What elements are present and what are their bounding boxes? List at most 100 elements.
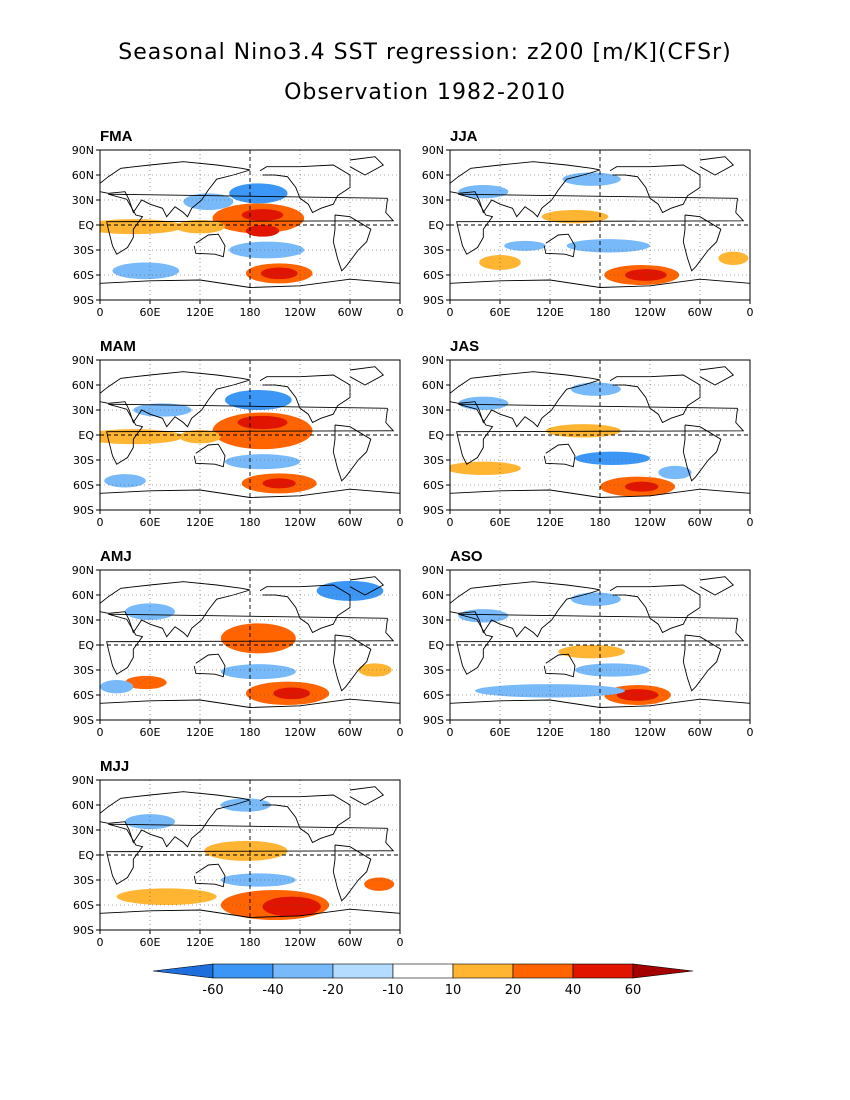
- lon-tick-label: 120W: [284, 726, 316, 739]
- panel-season-label: MAM: [100, 338, 136, 355]
- lon-tick-label: 120W: [284, 936, 316, 949]
- anomaly-shading: [575, 663, 650, 677]
- lat-tick-label: 90S: [423, 504, 444, 517]
- lon-tick-label: 180: [590, 726, 611, 739]
- anomaly-shading: [450, 461, 521, 475]
- lat-tick-label: 90S: [73, 294, 94, 307]
- lon-tick-label: 120W: [284, 516, 316, 529]
- coastline: [106, 613, 395, 675]
- figure-subtitle: Observation 1982-2010: [284, 80, 566, 105]
- anomaly-shading: [364, 877, 395, 891]
- lat-tick-label: 30N: [422, 404, 444, 417]
- coastline: [349, 366, 385, 386]
- lat-tick-label: 90N: [72, 774, 94, 787]
- colorbar-segment: [632, 963, 694, 979]
- lat-tick-label: 90N: [422, 564, 444, 577]
- coastline: [609, 374, 701, 424]
- anomaly-shading: [225, 390, 292, 410]
- anomaly-shading: [245, 225, 280, 237]
- lat-tick-label: 90S: [423, 714, 444, 727]
- lat-tick-label: 90N: [72, 564, 94, 577]
- anomaly-shading: [125, 603, 175, 620]
- colorbar-label: -60: [202, 983, 223, 998]
- lon-tick-label: 0: [97, 936, 104, 949]
- coastline: [543, 443, 576, 468]
- lat-tick-label: 30S: [73, 874, 94, 887]
- lat-tick-label: 30N: [72, 404, 94, 417]
- lon-tick-label: 0: [447, 516, 454, 529]
- coastline: [349, 786, 385, 806]
- coastline: [456, 403, 745, 465]
- anomaly-shading: [220, 873, 296, 887]
- anomaly-shading: [570, 382, 621, 396]
- lon-tick-label: 60W: [338, 516, 363, 529]
- lat-tick-label: 60S: [423, 479, 444, 492]
- panel-season-label: FMA: [100, 128, 133, 145]
- coastline: [699, 156, 735, 176]
- lon-tick-label: 0: [397, 306, 404, 319]
- coastline: [349, 156, 385, 176]
- lon-tick-label: 120E: [186, 306, 214, 319]
- lat-tick-label: 90S: [73, 924, 94, 937]
- anomaly-shading: [545, 424, 621, 438]
- map-panel-aso: ASO 90N 60N 30N EQ 30S 60S 90S 0 60E 120E 180 120W 60…: [420, 548, 780, 750]
- coastline: [100, 371, 251, 428]
- coastline: [332, 634, 372, 692]
- lat-tick-label: 60S: [423, 269, 444, 282]
- lon-tick-label: 0: [97, 726, 104, 739]
- lon-tick-label: 60E: [490, 726, 511, 739]
- coastline: [100, 908, 400, 918]
- lat-tick-label: 30S: [73, 244, 94, 257]
- lon-tick-label: 0: [447, 306, 454, 319]
- lat-tick-label: 30S: [73, 454, 94, 467]
- lon-tick-label: 180: [240, 726, 261, 739]
- lat-tick-label: 60N: [422, 169, 444, 182]
- panel-season-label: AMJ: [100, 548, 132, 565]
- lat-tick-label: 60N: [72, 379, 94, 392]
- colorbar-label: 40: [565, 983, 582, 998]
- coastline: [456, 193, 745, 255]
- anomaly-shading: [229, 183, 288, 204]
- coastline: [106, 823, 395, 885]
- coastline: [100, 581, 251, 638]
- anomaly-shading: [237, 415, 288, 430]
- anomaly-shading: [100, 680, 134, 694]
- lon-tick-label: 0: [747, 306, 754, 319]
- coastline: [349, 576, 385, 596]
- lat-tick-label: 60N: [422, 589, 444, 602]
- colorbar-label: -20: [322, 983, 343, 998]
- anomaly-shading: [718, 251, 749, 265]
- coastline: [332, 214, 372, 272]
- lon-tick-label: 60E: [140, 306, 161, 319]
- lat-tick-label: 30N: [72, 824, 94, 837]
- panel-season-label: ASO: [450, 548, 483, 565]
- lat-tick-label: 90N: [422, 144, 444, 157]
- coastline: [543, 653, 576, 678]
- anomaly-shading: [116, 888, 217, 905]
- coastline: [106, 193, 395, 255]
- map-panel-mam: MAM 90N 60N 30N EQ 30S 60S 90S 0 60E 120E 180 120W 60…: [70, 338, 430, 540]
- colorbar: -60 -40 -20 -10 10 20 40 60: [152, 963, 694, 998]
- lon-tick-label: 120E: [186, 516, 214, 529]
- lon-tick-label: 120E: [536, 726, 564, 739]
- anomaly-shading: [183, 193, 234, 210]
- anomaly-shading: [262, 478, 296, 489]
- anomaly-shading: [260, 267, 298, 280]
- lon-tick-label: 0: [747, 726, 754, 739]
- lat-tick-label: 30N: [422, 194, 444, 207]
- map-panel-mjj: MJJ 90N 60N 30N EQ 30S 60S 90S 0 60E 120E 180 120W 60…: [70, 758, 430, 960]
- lon-tick-label: 120E: [536, 306, 564, 319]
- coastline: [332, 424, 372, 482]
- lat-tick-label: 30N: [72, 194, 94, 207]
- lon-tick-label: 60W: [688, 726, 713, 739]
- lat-tick-label: 30S: [73, 664, 94, 677]
- lat-tick-label: 60N: [422, 379, 444, 392]
- lat-tick-label: 90S: [73, 714, 94, 727]
- coastline: [682, 424, 722, 482]
- lat-tick-label: 60S: [73, 269, 94, 282]
- panel-season-label: JJA: [450, 128, 478, 145]
- map-panel-jas: JAS 90N 60N 30N EQ 30S 60S 90S 0 60E 120E 180 120W 60…: [420, 338, 780, 540]
- anomaly-shading: [625, 269, 667, 281]
